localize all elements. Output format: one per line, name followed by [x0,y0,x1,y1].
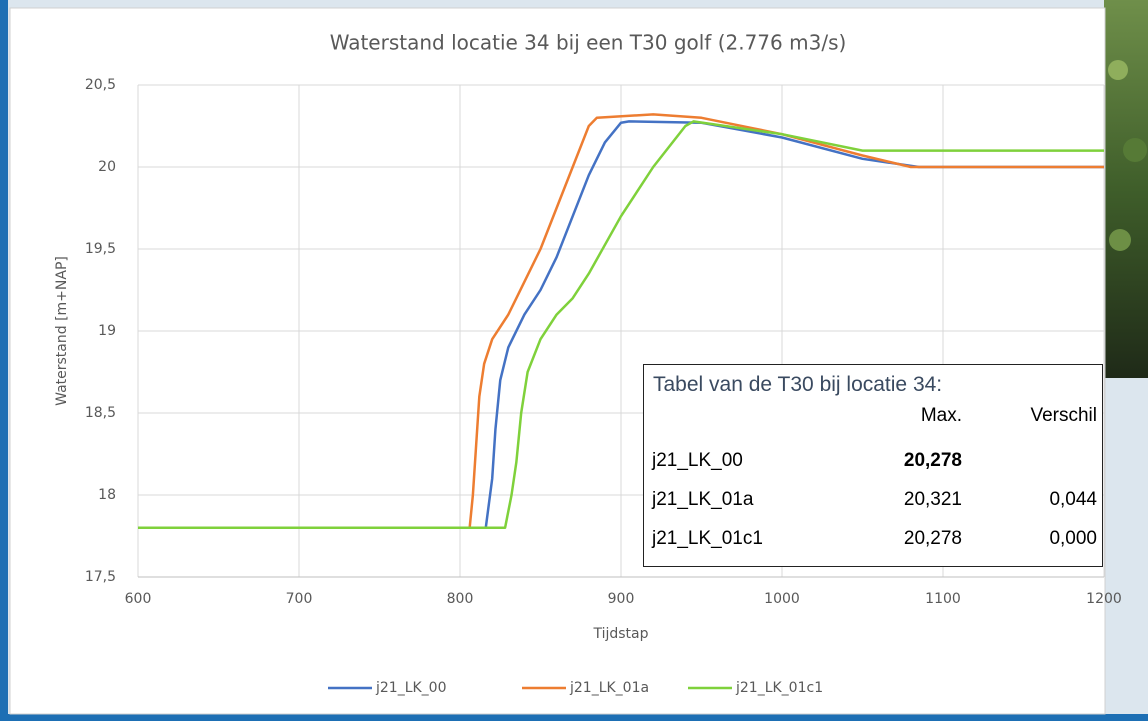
table-cell: 0,000 [1049,528,1097,550]
y-tick-label: 19,5 [85,241,116,257]
x-tick-label: 1000 [764,591,800,607]
x-tick-label: 900 [608,591,635,607]
photo-detail [1108,60,1128,80]
legend-label: j21_LK_01c1 [735,680,823,696]
y-tick-label: 20,5 [85,77,116,93]
table-title: Tabel van de T30 bij locatie 34: [653,373,942,397]
row-label: j21_LK_00 [652,450,743,472]
y-tick-label: 20 [98,159,116,175]
chart: Waterstand locatie 34 bij een T30 golf (… [0,0,1148,721]
photo [1104,0,1148,378]
x-tick-label: 700 [286,591,313,607]
photo-detail [1123,138,1147,162]
bottom-strip [0,714,1148,721]
chart-panel [10,8,1105,714]
table-cell: 20,278 [904,450,962,472]
legend-label: j21_LK_00 [375,680,447,696]
y-tick-label: 18,5 [85,405,116,421]
legend-label: j21_LK_01a [569,680,649,696]
row-label: j21_LK_01a [652,489,753,511]
y-tick-label: 18 [98,487,116,503]
x-tick-label: 1100 [925,591,961,607]
x-axis-label: Tijdstap [592,626,648,642]
y-tick-label: 19 [98,323,116,339]
x-tick-label: 1200 [1086,591,1122,607]
x-tick-label: 800 [447,591,474,607]
column-header: Max. [921,405,962,427]
photo-detail [1109,229,1131,251]
screen: Waterstand locatie 34 bij een T30 golf (… [0,0,1148,721]
table-cell: 20,278 [904,528,962,550]
x-tick-label: 600 [125,591,152,607]
table-cell: 20,321 [904,489,962,511]
y-tick-label: 17,5 [85,569,116,585]
table-cell: 0,044 [1049,489,1097,511]
left-strip [0,0,8,721]
column-header: Verschil [1030,405,1097,427]
row-label: j21_LK_01c1 [652,528,763,550]
y-axis-label: Waterstand [m+NAP] [54,256,70,406]
chart-title: Waterstand locatie 34 bij een T30 golf (… [330,31,847,55]
summary-table: Tabel van de T30 bij locatie 34: Max. Ver… [643,364,1103,567]
